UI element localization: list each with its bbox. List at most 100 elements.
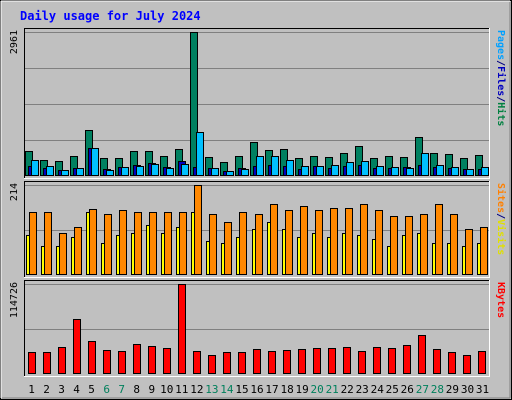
series-label-part: Files: [495, 66, 507, 96]
bar-pages-day-14: [226, 171, 234, 176]
bar-kbytes-day-19: [298, 349, 306, 374]
bar-kbytes-day-6: [103, 350, 111, 374]
bar-pages-day-20: [316, 166, 324, 176]
bar-pages-day-17: [271, 156, 279, 176]
bar-sites-day-2: [44, 212, 52, 275]
bar-pages-day-12: [196, 132, 204, 176]
bar-kbytes-day-2: [43, 352, 51, 374]
x-tick-label-day-29: 29: [446, 383, 459, 396]
bar-sites-day-3: [59, 233, 67, 275]
bar-pages-day-10: [166, 168, 174, 176]
bar-pages-day-2: [46, 166, 54, 176]
bar-kbytes-day-27: [418, 335, 426, 374]
bar-kbytes-day-1: [28, 352, 36, 374]
bar-kbytes-day-18: [283, 350, 291, 374]
bar-kbytes-day-12: [193, 351, 201, 374]
series-label-part: Hits: [495, 102, 507, 126]
bar-pages-day-29: [451, 167, 459, 176]
y-axis-series-label: Pages/Files/Hits: [495, 30, 507, 126]
bar-sites-day-23: [360, 204, 368, 275]
bar-sites-day-14: [224, 222, 232, 275]
x-tick-label-day-3: 3: [58, 383, 65, 396]
bar-sites-day-22: [345, 208, 353, 275]
bar-kbytes-day-21: [328, 348, 336, 374]
bar-pages-day-26: [406, 168, 414, 176]
series-label-part: /: [495, 96, 506, 102]
bar-pages-day-27: [421, 153, 429, 176]
x-tick-label-day-13: 13: [205, 383, 218, 396]
bar-sites-day-1: [29, 212, 37, 275]
bar-sites-day-31: [480, 227, 488, 275]
x-tick-label-day-23: 23: [356, 383, 369, 396]
series-label-part: Visits: [495, 219, 507, 255]
x-tick-label-day-17: 17: [265, 383, 278, 396]
x-tick-label-day-24: 24: [371, 383, 385, 396]
bar-sites-day-25: [390, 216, 398, 275]
x-tick-label-day-8: 8: [133, 383, 140, 396]
bar-kbytes-day-28: [433, 349, 441, 374]
x-tick-label-day-18: 18: [280, 383, 293, 396]
x-tick-label-day-4: 4: [73, 383, 80, 396]
x-tick-label-day-16: 16: [250, 383, 263, 396]
bar-kbytes-day-20: [313, 348, 321, 374]
bar-sites-day-12: [194, 185, 202, 275]
x-tick-label-day-30: 30: [461, 383, 474, 396]
bar-sites-day-6: [104, 214, 112, 275]
bar-sites-day-5: [89, 209, 97, 275]
series-label-part: Pages: [495, 30, 506, 60]
bar-kbytes-day-22: [343, 347, 351, 374]
series-label-part: Sites: [495, 183, 507, 213]
panel-hits-files-pages: 2961 Pages/Files/Hits: [9, 28, 507, 179]
bar-kbytes-day-16: [253, 349, 261, 374]
x-tick-label-day-21: 21: [326, 383, 339, 396]
bar-kbytes-day-3: [58, 347, 66, 374]
bar-kbytes-day-10: [163, 348, 171, 374]
bar-sites-day-28: [435, 204, 443, 275]
x-tick-label-day-11: 11: [175, 383, 188, 396]
x-tick-label-day-28: 28: [431, 383, 444, 396]
bar-sites-day-30: [465, 229, 473, 275]
bar-pages-day-19: [301, 166, 309, 176]
bar-pages-day-4: [76, 168, 84, 176]
bar-kbytes-day-17: [268, 351, 276, 374]
bar-sites-day-27: [420, 214, 428, 275]
bar-sites-day-29: [450, 214, 458, 275]
bar-sites-day-17: [270, 204, 278, 275]
x-tick-label-day-20: 20: [310, 383, 323, 396]
y-axis-series-label: KBytes: [495, 282, 506, 318]
bar-sites-day-8: [134, 212, 142, 275]
bar-sites-day-10: [164, 212, 172, 275]
x-tick-label-day-1: 1: [28, 383, 35, 396]
bar-pages-day-23: [361, 161, 369, 176]
bar-pages-day-1: [31, 160, 39, 176]
bar-kbytes-day-24: [373, 347, 381, 374]
x-tick-label-day-5: 5: [88, 383, 95, 396]
series-label-part: /: [495, 60, 506, 66]
y-axis-max-label: 114726: [9, 282, 20, 318]
bar-pages-day-6: [106, 170, 114, 176]
x-tick-label-day-2: 2: [43, 383, 50, 396]
bar-sites-day-18: [285, 210, 293, 275]
x-tick-label-day-19: 19: [295, 383, 308, 396]
bar-kbytes-day-4: [73, 319, 81, 374]
panel-kbytes: 114726 KBytes: [9, 280, 506, 377]
bar-sites-day-16: [255, 214, 263, 275]
bar-pages-day-30: [466, 169, 474, 176]
series-label-part: /: [495, 213, 506, 219]
bar-sites-day-21: [330, 208, 338, 275]
bar-kbytes-day-30: [463, 355, 471, 374]
bar-sites-day-26: [405, 216, 413, 275]
x-tick-label-day-22: 22: [341, 383, 354, 396]
bar-kbytes-day-5: [88, 341, 96, 374]
x-tick-label-day-10: 10: [160, 383, 173, 396]
panel-visits-sites: 214 Sites/Visits: [9, 181, 507, 278]
bar-pages-day-7: [121, 167, 129, 176]
bar-kbytes-day-14: [223, 352, 231, 374]
y-axis-max-label: 2961: [9, 30, 20, 54]
bar-pages-day-9: [151, 164, 159, 176]
bar-pages-day-8: [136, 166, 144, 176]
bar-sites-day-9: [149, 212, 157, 275]
bar-sites-day-15: [239, 212, 247, 275]
